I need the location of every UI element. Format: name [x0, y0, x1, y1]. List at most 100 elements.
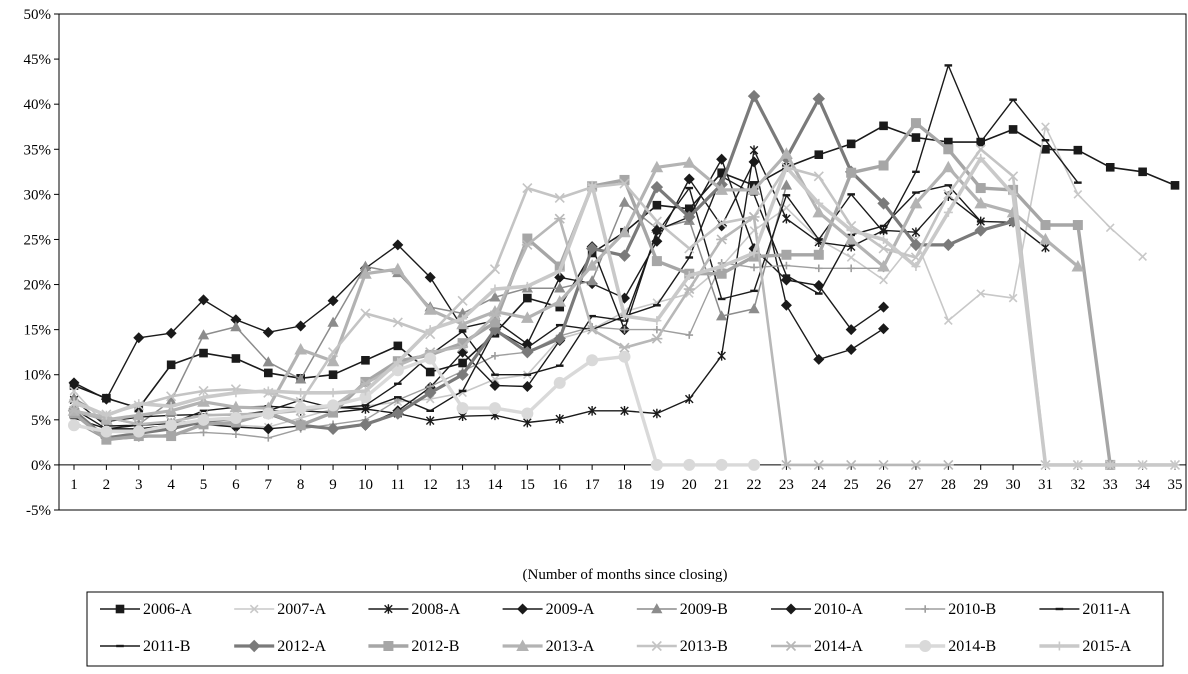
data-point: [846, 225, 856, 235]
series-line: [73, 125, 1144, 428]
legend-label: 2014-B: [948, 638, 996, 655]
data-point: [650, 160, 664, 173]
legend-swatch-marker: [919, 640, 932, 652]
data-point: [846, 139, 856, 149]
legend-label: 2007-A: [277, 601, 326, 618]
data-point: [327, 399, 340, 412]
data-point: [553, 295, 567, 307]
data-point: [69, 386, 79, 396]
y-tick-label: 30%: [24, 187, 52, 203]
x-tick-label: 11: [391, 477, 405, 493]
data-point: [231, 388, 241, 398]
legend-item: 2013-A: [502, 638, 595, 655]
y-tick-label: 45%: [24, 52, 52, 68]
data-point: [199, 428, 208, 437]
data-point: [685, 331, 694, 339]
x-tick-label: 16: [552, 477, 568, 493]
data-point: [618, 350, 631, 363]
data-point: [716, 234, 728, 245]
data-point: [327, 316, 339, 327]
legend-label: 2008-A: [411, 601, 460, 618]
data-point: [229, 412, 242, 425]
legend-swatch-marker: [785, 640, 797, 652]
data-point: [262, 407, 275, 420]
data-point: [1105, 460, 1115, 470]
data-point: [782, 213, 791, 224]
data-point: [521, 380, 533, 392]
data-point: [1105, 223, 1115, 233]
data-point: [1041, 144, 1050, 154]
data-point: [684, 271, 694, 281]
data-point: [327, 347, 339, 358]
data-point: [845, 459, 857, 470]
data-point: [653, 325, 661, 334]
data-point: [264, 434, 273, 442]
data-point: [717, 262, 727, 272]
data-point: [425, 325, 435, 335]
data-point: [553, 332, 566, 345]
data-point: [651, 333, 663, 344]
series-2014-A: [68, 211, 954, 470]
data-point: [1008, 125, 1018, 134]
x-tick-label: 10: [358, 477, 373, 493]
series-line: [73, 125, 1176, 409]
data-point: [326, 354, 340, 367]
series-line: [72, 94, 1014, 440]
data-point: [1008, 189, 1018, 199]
data-point: [619, 342, 630, 353]
data-point: [554, 213, 566, 224]
data-point: [683, 458, 696, 471]
data-point: [294, 342, 308, 355]
data-point: [166, 360, 176, 370]
data-point: [360, 308, 371, 319]
data-point: [814, 264, 823, 273]
x-tick-label: 33: [1103, 477, 1118, 493]
x-tick-label: 8: [297, 477, 305, 493]
series-2015-A: [69, 153, 1180, 470]
data-point: [199, 348, 208, 358]
data-point: [717, 350, 726, 361]
legend-item: 2010-B: [905, 601, 996, 618]
data-point: [489, 317, 500, 328]
data-point: [424, 352, 437, 365]
series-2014-B: [68, 350, 761, 471]
data-point: [877, 197, 890, 210]
data-point: [456, 317, 469, 330]
data-point: [618, 196, 631, 207]
data-point: [425, 367, 435, 377]
plot-frame: [58, 13, 1187, 511]
data-point: [587, 406, 597, 416]
legend-swatch-marker: [651, 640, 662, 652]
data-point: [652, 408, 662, 419]
legend-item: 2014-A: [771, 638, 863, 655]
legend-item: 2011-A: [1039, 601, 1131, 618]
data-point: [683, 173, 695, 185]
x-tick-label: 24: [811, 477, 827, 493]
data-point: [845, 324, 857, 336]
data-point: [458, 358, 467, 368]
data-point: [618, 249, 631, 262]
data-point: [911, 227, 921, 238]
data-point: [166, 401, 176, 411]
data-point: [813, 249, 824, 260]
data-point: [780, 179, 793, 190]
data-point: [231, 354, 241, 363]
data-point: [263, 368, 273, 378]
x-tick-label: 13: [455, 477, 470, 493]
data-point: [328, 370, 338, 380]
x-tick-label: 9: [329, 477, 337, 493]
data-point: [1071, 259, 1085, 272]
x-tick-label: 32: [1070, 477, 1085, 493]
data-point: [781, 162, 791, 172]
data-point: [68, 377, 80, 389]
data-point: [911, 133, 921, 142]
legend-swatch-marker: [383, 641, 394, 651]
data-point: [684, 394, 694, 404]
x-tick-label: 17: [585, 477, 601, 493]
data-point: [941, 160, 955, 173]
data-point: [749, 248, 759, 258]
data-point: [1138, 460, 1148, 470]
x-axis-label: (Number of months since closing): [523, 567, 728, 583]
